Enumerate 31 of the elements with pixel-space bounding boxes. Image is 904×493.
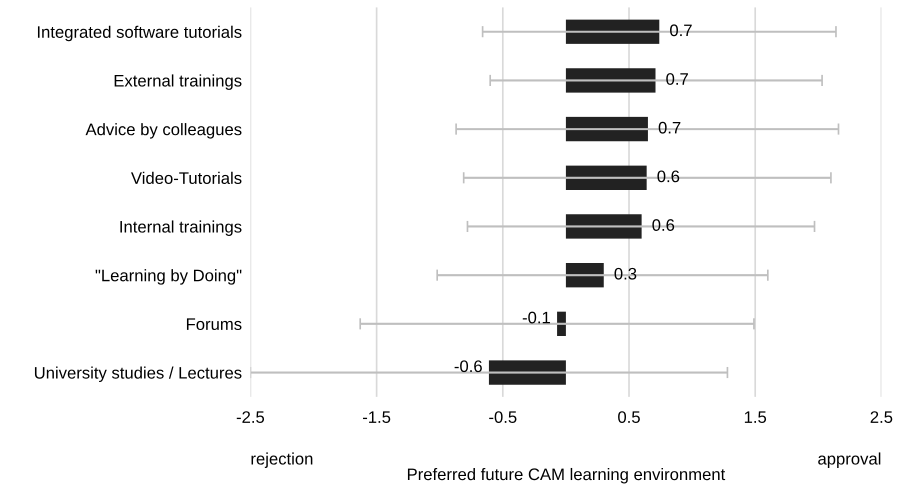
data-label: 0.7: [666, 73, 688, 85]
text: approval: [818, 452, 880, 468]
bar: [557, 312, 566, 336]
y-tick-label: Advice by colleagues: [86, 123, 242, 139]
data-label: 0.6: [657, 170, 680, 182]
data-label: -0.6: [454, 360, 482, 372]
y-tick-label: Internal trainings: [120, 220, 242, 236]
data-label: 0.7: [670, 24, 692, 36]
x-tick-label: 0.5: [618, 411, 640, 423]
x-tick-label: 2.5: [870, 411, 892, 423]
data-label: -0.1: [522, 312, 550, 324]
x-axis-title: Preferred future CAM learning environment: [408, 468, 726, 484]
x-tick-label: -0.5: [489, 411, 516, 423]
y-tick-label: Video-Tutorials: [130, 172, 242, 184]
y-tick-label: Integrated software tutorials: [38, 26, 242, 42]
x-tick-label: -1.5: [362, 411, 390, 423]
data-label: 0.6: [652, 219, 674, 231]
bar: [566, 116, 648, 142]
y-tick-label: University studies / Lectures: [34, 366, 242, 382]
bar: [566, 262, 604, 288]
bar: [566, 68, 656, 93]
x-tick-label: 1.5: [744, 411, 766, 423]
bar: [566, 166, 647, 190]
y-tick-label: Forums: [186, 318, 242, 330]
data-label: 0.3: [614, 268, 636, 280]
data-label: 0.7: [658, 122, 680, 134]
y-tick-label: External trainings: [114, 74, 242, 90]
bar: [488, 360, 566, 385]
x-tick-label: -2.5: [236, 411, 264, 423]
y-tick-label: "Learning by Doing": [96, 269, 242, 285]
text: rejection: [252, 452, 312, 468]
